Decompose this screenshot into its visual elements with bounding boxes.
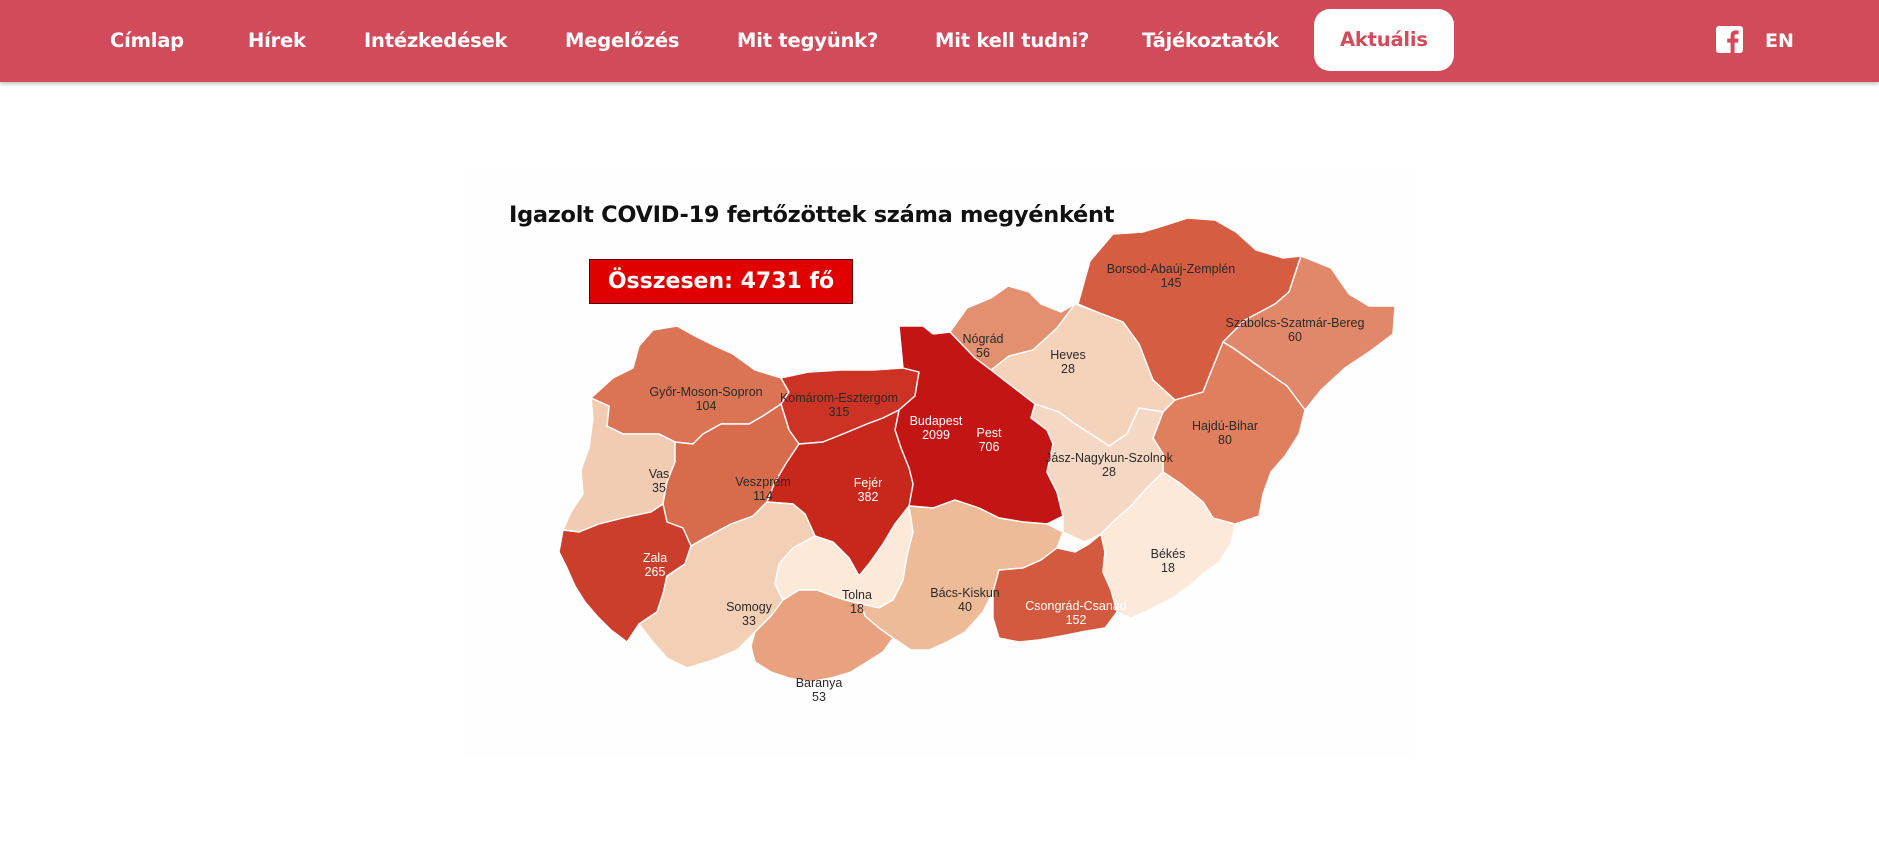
nav-item-cimlap[interactable]: Címlap: [110, 29, 184, 52]
nav-item-mit-kell-tudni[interactable]: Mit kell tudni?: [935, 29, 1090, 52]
county-label-szabolcs-szatmar-bereg: Szabolcs-Szatmár-Bereg 60: [1226, 316, 1365, 344]
county-label-borsod-abauj-zemplen: Borsod-Abaúj-Zemplén 145: [1107, 262, 1236, 290]
covid-county-map: Borsod-Abaúj-Zemplén 145 Szabolcs-Szatmár…: [463, 172, 1415, 757]
nav-item-aktualis[interactable]: Aktuális: [1314, 9, 1454, 71]
county-label-komarom-esztergom: Komárom-Esztergom 315: [780, 391, 898, 419]
top-navigation-bar: Címlap Hírek Intézkedések Megelőzés Mit …: [0, 0, 1879, 82]
county-label-veszprem: Veszprém 114: [735, 475, 791, 503]
county-bekes: [1100, 471, 1236, 619]
nav-item-intezkedesek[interactable]: Intézkedések: [364, 29, 508, 52]
county-label-pest: Pest 706: [976, 426, 1002, 454]
county-bacs-kiskun: [860, 499, 1064, 651]
nav-item-hirek[interactable]: Hírek: [248, 29, 306, 52]
county-label-heves: Heves 28: [1050, 348, 1085, 376]
county-label-csongrad-csanad: Csongrád-Csanád 152: [1025, 599, 1126, 627]
county-baranya: [750, 589, 894, 683]
county-label-somogy: Somogy 33: [726, 600, 773, 628]
county-label-fejer: Fejér 382: [854, 476, 882, 504]
county-label-bekes: Békés 18: [1151, 547, 1186, 575]
county-label-hajdu-bihar: Hajdú-Bihar 80: [1192, 419, 1258, 447]
nav-item-megelozes[interactable]: Megelőzés: [565, 29, 680, 52]
county-label-bacs-kiskun: Bács-Kiskun 40: [930, 586, 1000, 614]
language-switch-en[interactable]: EN: [1765, 30, 1794, 52]
county-label-budapest: Budapest 2099: [910, 414, 963, 442]
facebook-icon[interactable]: [1716, 26, 1743, 53]
county-label-gyor-moson-sopron: Győr-Moson-Sopron 104: [649, 385, 762, 413]
county-szabolcs-szatmar-bereg: [1222, 255, 1396, 411]
county-label-tolna: Tolna 18: [842, 588, 872, 616]
county-label-vas: Vas 35: [649, 467, 670, 495]
total-count-badge: Összesen: 4731 fő: [589, 259, 853, 304]
county-csongrad-csanad: [992, 533, 1118, 643]
county-label-zala: Zala 265: [643, 551, 667, 579]
map-title: Igazolt COVID-19 fertőzöttek száma megyé…: [509, 202, 1115, 228]
county-label-nograd: Nógrád 56: [963, 332, 1004, 360]
county-label-jasz-nagykun-szolnok: Jász-Nagykun-Szolnok 28: [1045, 451, 1174, 479]
nav-item-tajekoztatok[interactable]: Tájékoztatók: [1142, 29, 1279, 52]
county-label-baranya: Baranya 53: [796, 676, 843, 704]
nav-item-mit-tegyunk[interactable]: Mit tegyünk?: [737, 29, 879, 52]
hungary-county-map: Borsod-Abaúj-Zemplén 145 Szabolcs-Szatmár…: [558, 217, 1396, 704]
